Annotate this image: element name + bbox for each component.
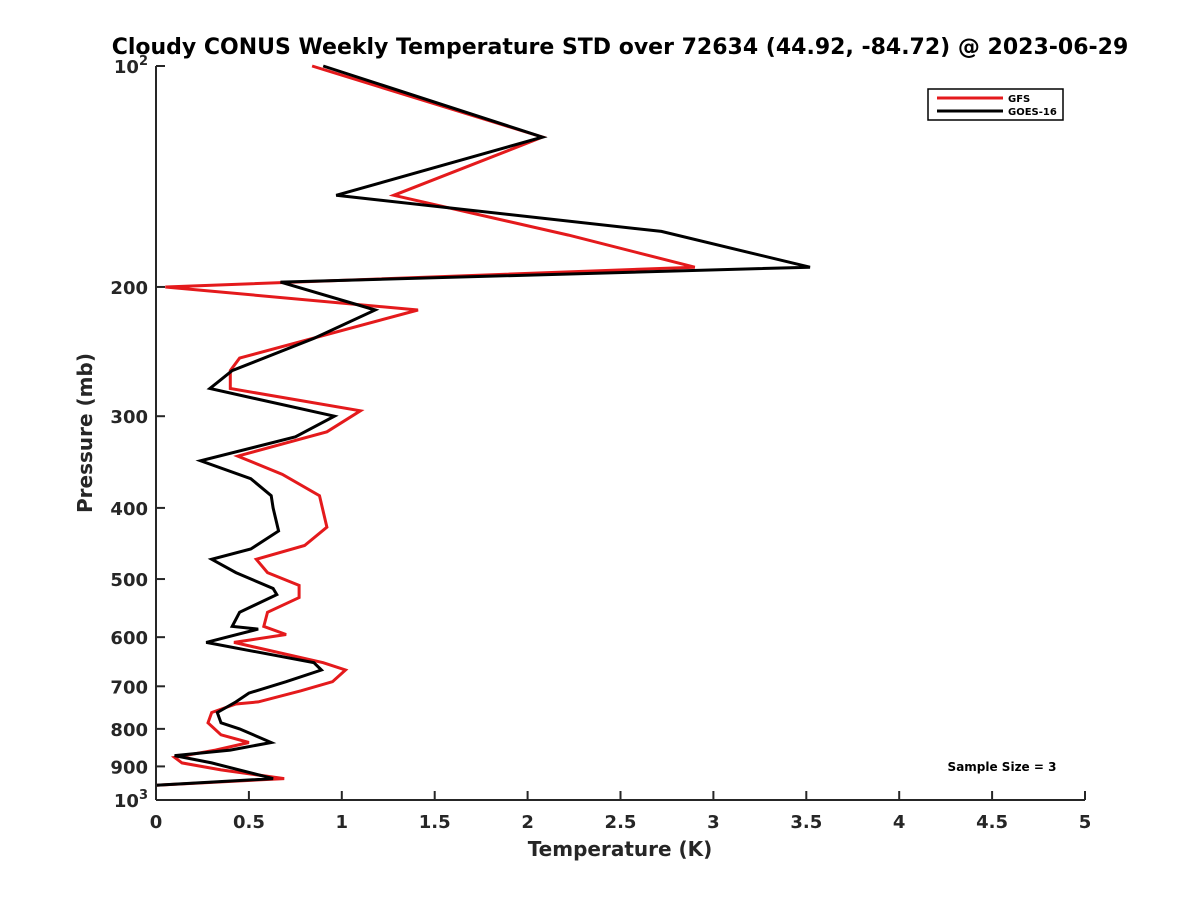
series-line-goes-16	[155, 64, 811, 787]
y-tick-label: 900	[110, 757, 148, 778]
y-tick-label: 200	[110, 278, 148, 299]
x-tick-label: 2	[521, 812, 534, 833]
y-axis-label: Pressure (mb)	[73, 353, 97, 513]
x-tick-label: 4	[893, 812, 906, 833]
legend-label-gfs: GFS	[1008, 94, 1030, 105]
y-tick-label: 400	[110, 499, 148, 520]
legend-box	[927, 88, 1064, 121]
y-tick-label: 103	[114, 788, 148, 812]
x-tick-label: 0	[150, 812, 163, 833]
x-tick-label: 4.5	[976, 812, 1008, 833]
x-ticks: 0 0.5 1 1.5 2 2.5 3 3.5 4 4.5 5	[150, 791, 1092, 833]
y-tick-label: 500	[110, 570, 148, 591]
y-tick-label: 800	[110, 720, 148, 741]
x-axis-label: Temperature (K)	[528, 837, 713, 861]
legend-label-goes-16: GOES-16	[1008, 107, 1057, 118]
series-line-gfs	[155, 64, 696, 787]
x-tick-label: 3	[707, 812, 720, 833]
y-tick-label: 300	[110, 407, 148, 428]
x-tick-label: 1.5	[419, 812, 451, 833]
plot-lines	[155, 64, 811, 787]
x-tick-label: 5	[1079, 812, 1092, 833]
y-tick-label: 102	[114, 54, 148, 78]
legend: GFS GOES-16	[927, 88, 1064, 121]
chart-title: Cloudy CONUS Weekly Temperature STD over…	[112, 35, 1129, 60]
y-ticks: 102 200 300 400 500 600 700 800 900 103	[110, 54, 165, 812]
x-tick-label: 2.5	[605, 812, 637, 833]
x-tick-label: 1	[336, 812, 349, 833]
x-tick-label: 0.5	[233, 812, 265, 833]
y-tick-label: 700	[110, 677, 148, 698]
y-tick-label: 600	[110, 628, 148, 649]
x-tick-label: 3.5	[790, 812, 822, 833]
sample-size-annotation: Sample Size = 3	[948, 760, 1057, 774]
